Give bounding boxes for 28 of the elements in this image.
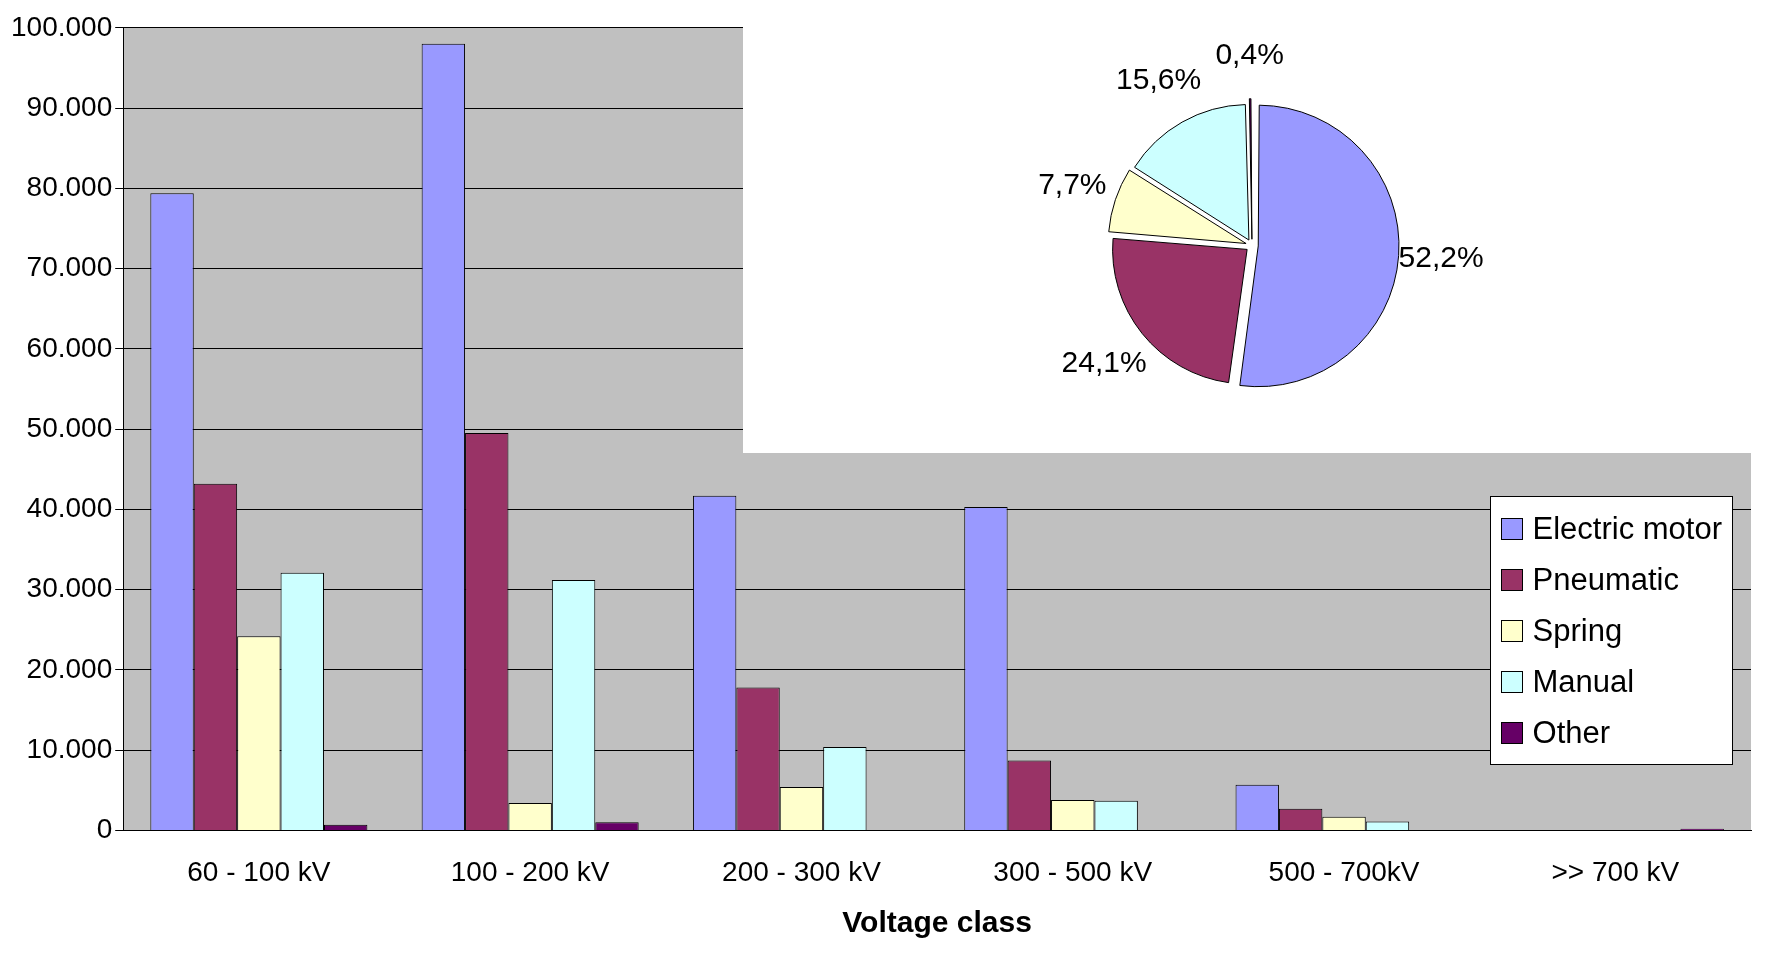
y-tick-label: 50.000: [26, 411, 113, 443]
data-label: 15,6%: [1116, 61, 1202, 95]
data-label: 0,4%: [1215, 37, 1284, 71]
y-tick-label: 80.000: [26, 171, 113, 203]
y-tick-label: 60.000: [26, 331, 113, 363]
y-tick-label: 30.000: [26, 572, 113, 604]
y-tick-label: 70.000: [26, 251, 113, 283]
data-label: 52,2%: [1398, 239, 1484, 273]
legend-label: Spring: [1532, 612, 1623, 649]
legend-label: Pneumatic: [1532, 561, 1679, 598]
x-tick-label: >> 700 kV: [1551, 855, 1680, 887]
data-label: 7,7%: [1038, 166, 1107, 200]
x-axis-title: Voltage class: [842, 905, 1032, 939]
x-tick-label: 300 - 500 kV: [993, 855, 1153, 887]
x-tick-label: 200 - 300 kV: [722, 855, 882, 887]
y-tick-label: 100.000: [10, 10, 113, 42]
legend-label: Manual: [1532, 663, 1635, 700]
x-tick-label: 60 - 100 kV: [187, 855, 331, 887]
legend-label: Other: [1532, 714, 1611, 751]
x-tick-label: 500 - 700kV: [1268, 855, 1420, 887]
y-tick-label: 0: [96, 813, 113, 845]
x-tick-label: 100 - 200 kV: [450, 855, 610, 887]
y-tick-label: 10.000: [26, 732, 113, 764]
legend-label: Electric motor: [1532, 510, 1722, 547]
y-tick-label: 90.000: [26, 90, 113, 122]
data-label: 24,1%: [1061, 345, 1147, 379]
y-tick-label: 40.000: [26, 492, 113, 524]
y-tick-label: 20.000: [26, 652, 113, 684]
